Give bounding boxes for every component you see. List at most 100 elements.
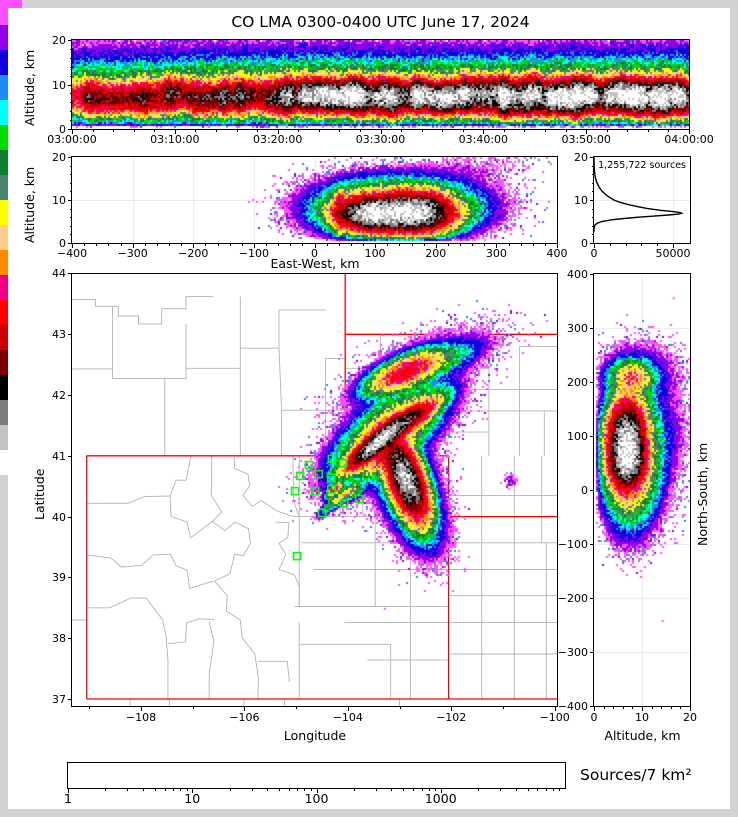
axis-tick: [613, 706, 615, 709]
axis-tick: [67, 157, 72, 158]
axis-tick: [326, 243, 328, 246]
axis-tick: [589, 200, 594, 201]
ew-height-xtick: −400: [56, 247, 88, 260]
axis-tick: [113, 129, 115, 132]
map-xlabel: Longitude: [283, 728, 347, 743]
axis-tick: [591, 225, 594, 227]
axis-tick: [589, 382, 594, 383]
axis-tick: [591, 174, 594, 176]
axis-tick: [589, 436, 594, 437]
axis-tick: [399, 706, 401, 709]
axis-tick: [447, 243, 449, 246]
axis-tick: [67, 40, 72, 41]
axis-tick: [186, 788, 188, 791]
axis-tick: [288, 788, 290, 791]
axis-tick: [84, 243, 86, 246]
axis-tick: [69, 48, 72, 50]
axis-tick: [363, 243, 364, 246]
ns-height-ytick: 200: [567, 376, 588, 389]
axis-tick: [277, 129, 279, 134]
axis-tick: [154, 129, 156, 132]
ns-height-xtick: 10: [635, 711, 649, 724]
axis-tick: [156, 243, 158, 246]
axis-tick: [440, 788, 442, 793]
axis-tick: [193, 243, 195, 248]
axis-tick: [680, 706, 682, 709]
colorbar-label: Sources/7 km²: [580, 766, 692, 784]
axis-tick: [304, 788, 306, 791]
axis-tick: [68, 788, 69, 793]
axis-tick: [69, 182, 72, 184]
axis-tick: [290, 243, 292, 246]
axis-tick: [435, 243, 437, 248]
axis-tick: [524, 129, 526, 132]
time-height-xtick: 04:00:00: [664, 133, 714, 146]
axis-tick: [339, 129, 341, 132]
axis-tick: [603, 706, 605, 709]
lma-station-marker: [317, 508, 327, 518]
ew-height-ytick: 10: [52, 194, 66, 207]
axis-tick: [586, 129, 588, 134]
time-height-ytick: 10: [52, 78, 66, 92]
ns-height-ylabel: North-South, km: [695, 442, 710, 546]
axis-tick: [217, 243, 219, 246]
axis-tick: [236, 129, 238, 132]
axis-tick: [297, 788, 299, 791]
axis-tick: [375, 788, 377, 791]
ew-height-xtick: −100: [238, 247, 269, 260]
axis-tick: [589, 490, 594, 491]
axis-tick: [502, 706, 504, 709]
axis-tick: [69, 120, 72, 122]
axis-tick: [690, 706, 691, 711]
axis-tick: [67, 455, 72, 457]
axis-tick: [181, 243, 183, 246]
ew-height-density-canvas: [72, 157, 557, 243]
axis-tick: [67, 395, 72, 397]
axis-tick: [500, 788, 502, 791]
axis-tick: [673, 243, 674, 248]
time-height-xtick: 03:00:00: [47, 133, 97, 146]
axis-tick: [92, 129, 94, 132]
ew-height-xtick: −300: [117, 247, 148, 260]
map-ytick: 44: [52, 267, 66, 281]
axis-tick: [69, 66, 72, 68]
axis-tick: [180, 788, 182, 791]
axis-tick: [515, 788, 517, 791]
profile-ytick: 0: [581, 237, 588, 250]
lma-station-marker: [327, 454, 337, 464]
axis-tick: [69, 102, 72, 104]
ew-height-xlabel: East-West, km: [270, 256, 360, 271]
axis-tick: [69, 234, 72, 236]
axis-tick: [316, 788, 318, 793]
axis-tick: [144, 243, 146, 246]
axis-tick: [423, 243, 425, 246]
axis-tick: [622, 706, 624, 709]
axis-tick: [69, 93, 72, 95]
colorbar-tick-label: 10: [184, 791, 201, 806]
axis-tick: [565, 129, 567, 132]
axis-tick: [641, 243, 643, 246]
axis-tick: [508, 243, 510, 246]
axis-tick: [589, 598, 594, 599]
axis-tick: [205, 243, 207, 246]
ns-height-ytick: 400: [567, 268, 588, 281]
ns-height-ytick: 100: [567, 430, 588, 443]
axis-tick: [589, 274, 594, 275]
axis-tick: [413, 788, 415, 791]
axis-tick: [169, 243, 170, 246]
axis-tick: [67, 577, 72, 579]
profile-line: [594, 157, 684, 232]
axis-tick: [460, 243, 461, 246]
axis-tick: [266, 243, 267, 246]
axis-tick: [411, 243, 413, 246]
axis-tick: [651, 706, 653, 709]
axis-tick: [67, 638, 72, 640]
axis-tick: [267, 788, 269, 791]
axis-tick: [164, 788, 166, 791]
axis-tick: [484, 243, 486, 246]
source-count-annotation: 1,255,722 sources: [598, 160, 686, 171]
lma-station-marker: [295, 471, 305, 481]
ns-height-xlabel: Altitude, km: [604, 728, 681, 743]
ew-height-xtick: 0: [311, 247, 318, 260]
